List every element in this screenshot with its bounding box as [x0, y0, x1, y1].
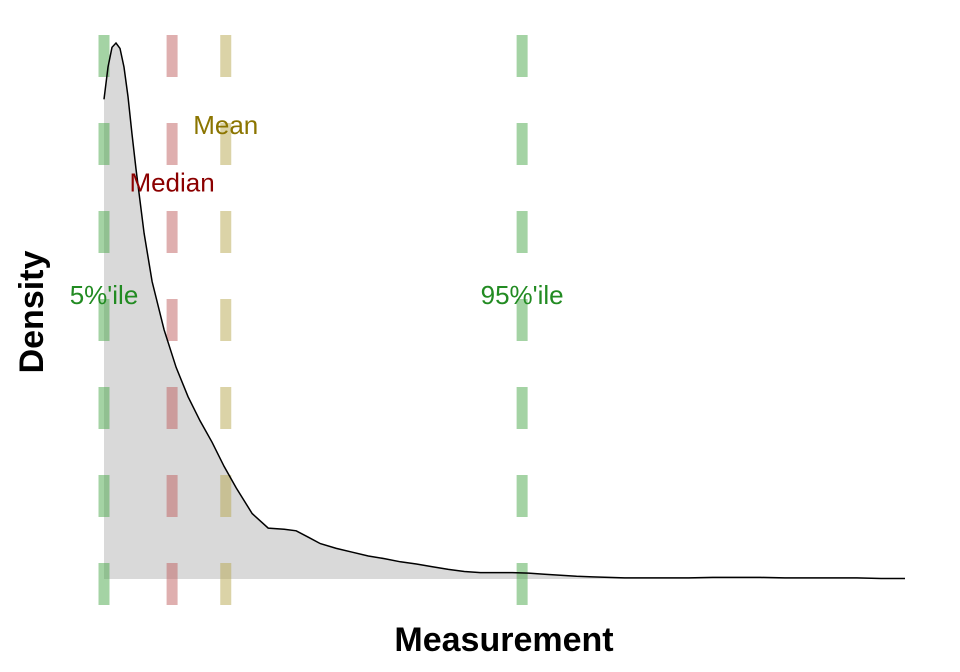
- ref-label-mean: Mean: [193, 110, 258, 140]
- ref-label-5-ile: 5%'ile: [70, 280, 139, 310]
- density-curve-line: [103, 41, 905, 580]
- reference-labels: 5%'ile Median Mean 95%'ile: [70, 110, 564, 310]
- plot-area: 5%'ile Median Mean 95%'ile: [70, 35, 905, 606]
- y-axis-title: Density: [13, 251, 51, 374]
- reference-lines: [98, 35, 528, 606]
- x-axis-title: Measurement: [394, 621, 613, 659]
- ref-label-95-ile: 95%'ile: [481, 280, 564, 310]
- ref-label-median: Median: [129, 167, 214, 197]
- density-fill-area: [104, 43, 905, 579]
